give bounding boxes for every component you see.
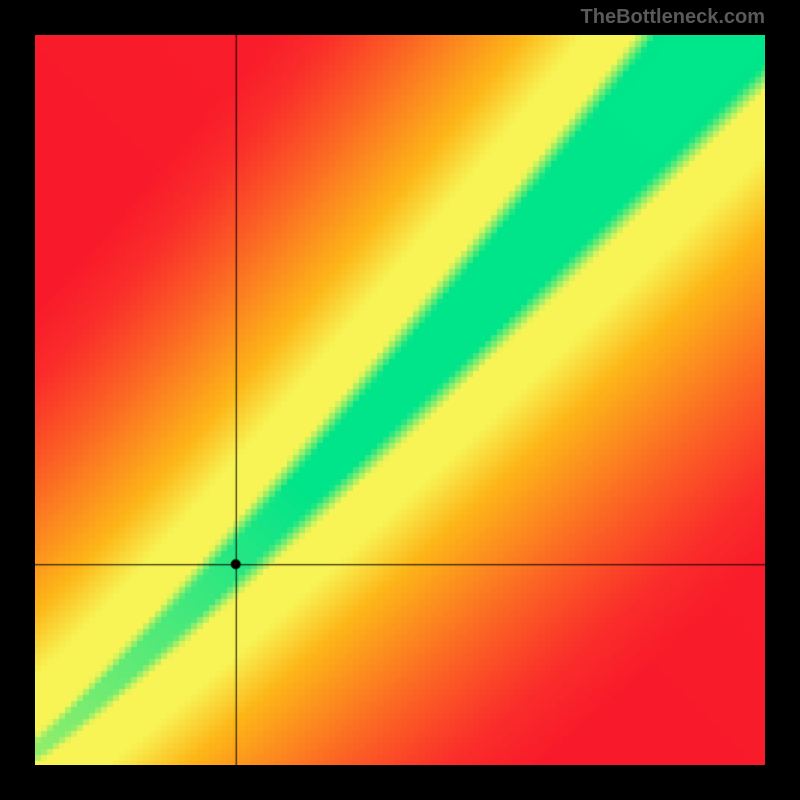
heatmap-canvas [35,35,765,765]
chart-container: TheBottleneck.com [0,0,800,800]
plot-area [35,35,765,765]
attribution-text: TheBottleneck.com [581,6,765,29]
